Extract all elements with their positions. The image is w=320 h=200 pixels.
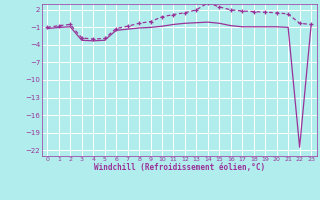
X-axis label: Windchill (Refroidissement éolien,°C): Windchill (Refroidissement éolien,°C) xyxy=(94,163,265,172)
